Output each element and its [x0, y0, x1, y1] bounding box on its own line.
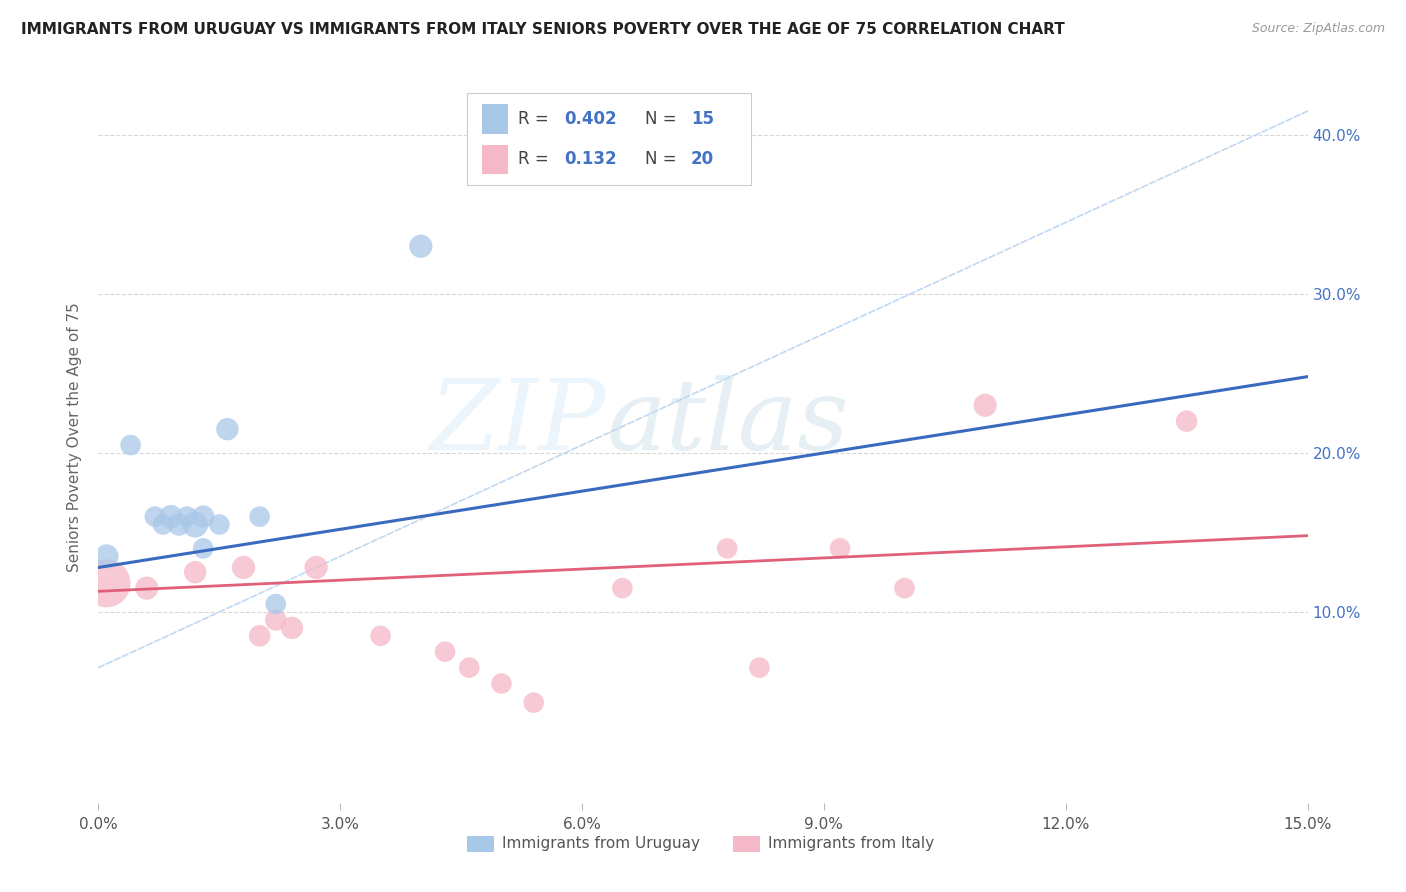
Point — [409, 239, 432, 253]
Text: Immigrants from Uruguay: Immigrants from Uruguay — [502, 836, 700, 851]
Text: Immigrants from Italy: Immigrants from Italy — [768, 836, 935, 851]
FancyBboxPatch shape — [467, 836, 494, 852]
Point — [120, 438, 142, 452]
Text: IMMIGRANTS FROM URUGUAY VS IMMIGRANTS FROM ITALY SENIORS POVERTY OVER THE AGE OF: IMMIGRANTS FROM URUGUAY VS IMMIGRANTS FR… — [21, 22, 1064, 37]
Point — [143, 509, 166, 524]
Text: 20: 20 — [690, 150, 714, 168]
Point — [458, 660, 481, 674]
Point — [208, 517, 231, 532]
Text: R =: R = — [517, 110, 554, 128]
Text: 15: 15 — [690, 110, 714, 128]
Point — [160, 509, 183, 524]
Point — [264, 613, 287, 627]
Point — [217, 422, 239, 436]
Point — [96, 549, 118, 564]
Point — [167, 517, 190, 532]
Text: Source: ZipAtlas.com: Source: ZipAtlas.com — [1251, 22, 1385, 36]
Text: 0.132: 0.132 — [564, 150, 617, 168]
Point — [305, 560, 328, 574]
Point — [748, 660, 770, 674]
Point — [249, 509, 271, 524]
Y-axis label: Seniors Poverty Over the Age of 75: Seniors Poverty Over the Age of 75 — [67, 302, 83, 572]
Text: atlas: atlas — [606, 375, 849, 470]
Point — [716, 541, 738, 556]
Point — [828, 541, 851, 556]
FancyBboxPatch shape — [482, 145, 509, 174]
Point — [281, 621, 304, 635]
Point — [193, 541, 215, 556]
Point — [264, 597, 287, 611]
Text: ZIP: ZIP — [430, 375, 606, 470]
Point — [893, 581, 915, 595]
Text: N =: N = — [645, 150, 682, 168]
Point — [434, 645, 457, 659]
Point — [232, 560, 254, 574]
Point — [370, 629, 392, 643]
Text: N =: N = — [645, 110, 682, 128]
Point — [184, 517, 207, 532]
Text: 0.402: 0.402 — [564, 110, 617, 128]
FancyBboxPatch shape — [734, 836, 759, 852]
Text: R =: R = — [517, 150, 560, 168]
Point — [523, 696, 546, 710]
Point — [974, 398, 997, 412]
Point — [135, 581, 157, 595]
Point — [612, 581, 634, 595]
Point — [96, 576, 118, 591]
Point — [193, 509, 215, 524]
Point — [491, 676, 513, 690]
Point — [1175, 414, 1198, 428]
Point — [249, 629, 271, 643]
FancyBboxPatch shape — [467, 94, 751, 185]
Point — [152, 517, 174, 532]
Point — [184, 566, 207, 580]
Point — [176, 509, 198, 524]
FancyBboxPatch shape — [482, 104, 509, 134]
